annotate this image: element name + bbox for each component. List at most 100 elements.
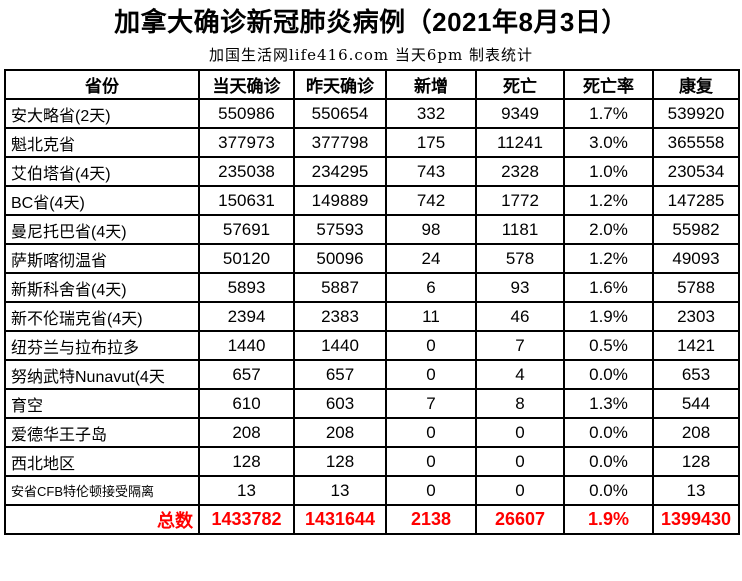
cell-recovered: 539920 — [652, 98, 740, 129]
cell-recovered: 13 — [652, 475, 740, 506]
cell-recovered: 1421 — [652, 330, 740, 361]
cell-death-rate: 1.7% — [563, 98, 654, 129]
total-yesterday-confirmed: 1431644 — [293, 504, 387, 535]
cell-yesterday-confirmed: 603 — [293, 388, 387, 419]
table-row: 萨斯喀彻温省 50120 50096 24 578 1.2% 49093 — [4, 243, 740, 274]
cell-deaths: 0 — [475, 446, 565, 477]
cell-deaths: 46 — [475, 301, 565, 332]
cell-yesterday-confirmed: 208 — [293, 417, 387, 448]
total-row: 总数 1433782 1431644 2138 26607 1.9% 13994… — [4, 504, 740, 535]
table-row: 艾伯塔省(4天) 235038 234295 743 2328 1.0% 230534 — [4, 156, 740, 187]
cell-today-confirmed: 128 — [198, 446, 295, 477]
cell-death-rate: 0.0% — [563, 417, 654, 448]
cell-death-rate: 0.5% — [563, 330, 654, 361]
cell-recovered: 128 — [652, 446, 740, 477]
cell-yesterday-confirmed: 57593 — [293, 214, 387, 245]
cell-death-rate: 0.0% — [563, 446, 654, 477]
table-row: 安省CFB特伦顿接受隔离 13 13 0 0 0.0% 13 — [4, 475, 740, 506]
cell-today-confirmed: 235038 — [198, 156, 295, 187]
cell-deaths: 4 — [475, 359, 565, 390]
cell-province: 育空 — [4, 388, 200, 419]
cell-province: 爱德华王子岛 — [4, 417, 200, 448]
cell-death-rate: 1.2% — [563, 185, 654, 216]
cell-province: 曼尼托巴省(4天) — [4, 214, 200, 245]
cell-yesterday-confirmed: 1440 — [293, 330, 387, 361]
cell-today-confirmed: 2394 — [198, 301, 295, 332]
cell-new-cases: 6 — [385, 272, 477, 303]
table-row: 纽芬兰与拉布拉多 1440 1440 0 7 0.5% 1421 — [4, 330, 740, 361]
column-header-deaths: 死亡 — [475, 69, 565, 100]
cell-new-cases: 742 — [385, 185, 477, 216]
cell-yesterday-confirmed: 2383 — [293, 301, 387, 332]
cell-new-cases: 98 — [385, 214, 477, 245]
cell-new-cases: 332 — [385, 98, 477, 129]
cell-new-cases: 11 — [385, 301, 477, 332]
cell-province: 西北地区 — [4, 446, 200, 477]
page-title: 加拿大确诊新冠肺炎病例（2021年8月3日） — [114, 7, 628, 37]
total-today-confirmed: 1433782 — [198, 504, 295, 535]
cell-province: 艾伯塔省(4天) — [4, 156, 200, 187]
cell-deaths: 2328 — [475, 156, 565, 187]
cell-new-cases: 743 — [385, 156, 477, 187]
cell-death-rate: 1.6% — [563, 272, 654, 303]
total-new-cases: 2138 — [385, 504, 477, 535]
cell-yesterday-confirmed: 13 — [293, 475, 387, 506]
cell-yesterday-confirmed: 128 — [293, 446, 387, 477]
column-header-today-confirmed: 当天确诊 — [198, 69, 295, 100]
cell-recovered: 49093 — [652, 243, 740, 274]
cell-death-rate: 1.3% — [563, 388, 654, 419]
cell-province: 纽芬兰与拉布拉多 — [4, 330, 200, 361]
cell-deaths: 578 — [475, 243, 565, 274]
total-deaths: 26607 — [475, 504, 565, 535]
cell-recovered: 208 — [652, 417, 740, 448]
cell-death-rate: 2.0% — [563, 214, 654, 245]
page-subtitle: 加国生活网life416.com 当天6pm 制表统计 — [209, 46, 533, 64]
cell-deaths: 8 — [475, 388, 565, 419]
cell-yesterday-confirmed: 377798 — [293, 127, 387, 158]
cell-yesterday-confirmed: 149889 — [293, 185, 387, 216]
cell-recovered: 544 — [652, 388, 740, 419]
cell-new-cases: 7 — [385, 388, 477, 419]
cell-new-cases: 175 — [385, 127, 477, 158]
covid-cases-table: 省份 当天确诊 昨天确诊 新增 死亡 死亡率 康复 安大略省(2天) 550986… — [4, 69, 740, 535]
table-row: 魁北克省 377973 377798 175 11241 3.0% 365558 — [4, 127, 740, 158]
cell-recovered: 230534 — [652, 156, 740, 187]
cell-recovered: 55982 — [652, 214, 740, 245]
cell-today-confirmed: 550986 — [198, 98, 295, 129]
cell-province: 安大略省(2天) — [4, 98, 200, 129]
table-row: 爱德华王子岛 208 208 0 0 0.0% 208 — [4, 417, 740, 448]
cell-today-confirmed: 377973 — [198, 127, 295, 158]
cell-death-rate: 3.0% — [563, 127, 654, 158]
cell-today-confirmed: 5893 — [198, 272, 295, 303]
cell-province: 新斯科舍省(4天) — [4, 272, 200, 303]
table-body: 安大略省(2天) 550986 550654 332 9349 1.7% 539920 魁北克… — [4, 98, 740, 506]
cell-recovered: 2303 — [652, 301, 740, 332]
cell-province: 努纳武特Nunavut(4天 — [4, 359, 200, 390]
cell-deaths: 9349 — [475, 98, 565, 129]
cell-new-cases: 0 — [385, 475, 477, 506]
column-header-province: 省份 — [4, 69, 200, 100]
cell-death-rate: 1.0% — [563, 156, 654, 187]
column-header-death-rate: 死亡率 — [563, 69, 654, 100]
header-row: 省份 当天确诊 昨天确诊 新增 死亡 死亡率 康复 — [4, 69, 740, 100]
table-row: 努纳武特Nunavut(4天 657 657 0 4 0.0% 653 — [4, 359, 740, 390]
cell-death-rate: 0.0% — [563, 359, 654, 390]
cell-today-confirmed: 208 — [198, 417, 295, 448]
cell-yesterday-confirmed: 550654 — [293, 98, 387, 129]
cell-today-confirmed: 13 — [198, 475, 295, 506]
cell-deaths: 1181 — [475, 214, 565, 245]
cell-new-cases: 24 — [385, 243, 477, 274]
cell-today-confirmed: 610 — [198, 388, 295, 419]
cell-today-confirmed: 57691 — [198, 214, 295, 245]
table-row: 安大略省(2天) 550986 550654 332 9349 1.7% 539920 — [4, 98, 740, 129]
cell-recovered: 653 — [652, 359, 740, 390]
cell-new-cases: 0 — [385, 446, 477, 477]
cell-recovered: 147285 — [652, 185, 740, 216]
total-recovered: 1399430 — [652, 504, 740, 535]
table-row: BC省(4天) 150631 149889 742 1772 1.2% 147285 — [4, 185, 740, 216]
cell-province: BC省(4天) — [4, 185, 200, 216]
cell-new-cases: 0 — [385, 417, 477, 448]
cell-recovered: 365558 — [652, 127, 740, 158]
table-row: 新不伦瑞克省(4天) 2394 2383 11 46 1.9% 2303 — [4, 301, 740, 332]
cell-deaths: 7 — [475, 330, 565, 361]
